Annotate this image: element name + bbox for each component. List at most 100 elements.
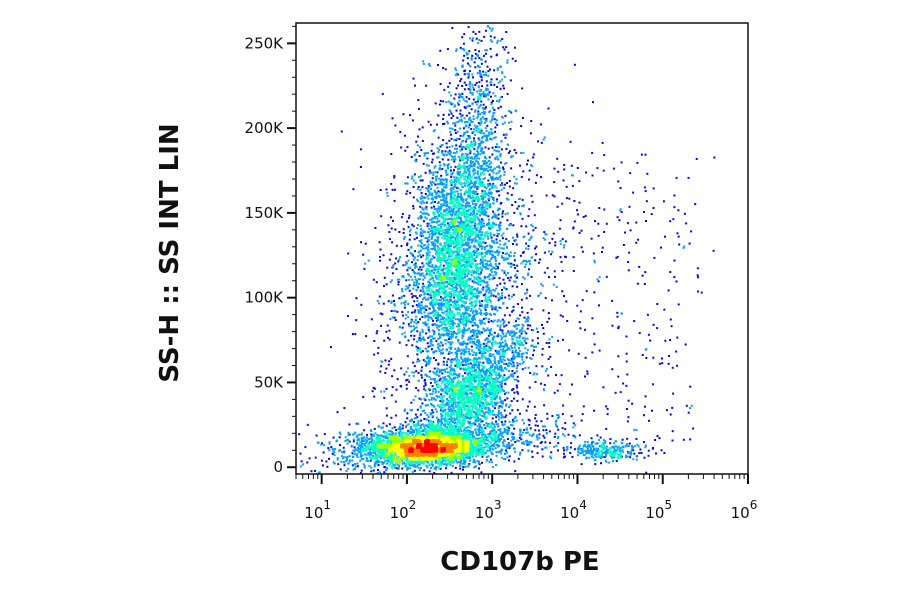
event-dot	[510, 363, 513, 366]
event-dot	[401, 311, 404, 313]
event-dot	[418, 107, 420, 110]
event-dot	[398, 465, 401, 468]
event-dot	[510, 265, 513, 268]
event-dot	[493, 240, 495, 243]
event-dot	[463, 33, 466, 36]
event-dot	[476, 324, 479, 327]
event-dot	[432, 310, 435, 313]
event-dot	[383, 390, 386, 393]
event-dot	[544, 297, 547, 300]
event-dot	[483, 248, 486, 251]
event-dot	[435, 394, 438, 397]
event-dot	[410, 319, 413, 322]
event-dot	[469, 388, 472, 391]
event-dot	[370, 318, 373, 321]
event-dot	[565, 197, 568, 200]
event-dot	[422, 162, 425, 165]
event-dot	[480, 147, 483, 150]
event-dot	[462, 342, 465, 345]
event-dot	[487, 70, 490, 73]
event-dot	[521, 306, 523, 309]
event-dot	[510, 295, 513, 298]
event-dot	[437, 220, 440, 223]
event-dot	[381, 426, 384, 429]
event-dot	[424, 304, 427, 307]
event-dot	[457, 103, 460, 106]
event-dot	[440, 368, 443, 371]
event-dot	[436, 317, 439, 320]
event-dot	[669, 413, 672, 416]
event-dot	[696, 267, 699, 270]
event-dot	[508, 279, 511, 282]
event-dot	[466, 372, 469, 375]
event-dot	[520, 328, 523, 331]
event-dot	[463, 332, 466, 335]
event-dot	[506, 451, 509, 454]
event-dot	[677, 235, 680, 238]
event-dot	[370, 441, 373, 443]
event-dot	[411, 223, 414, 226]
event-dot	[421, 434, 424, 437]
event-dot	[482, 342, 485, 345]
event-dot	[525, 291, 528, 294]
event-dot	[614, 391, 617, 394]
event-dot	[500, 380, 503, 383]
event-dot	[427, 214, 430, 217]
event-dot	[428, 194, 431, 196]
event-dot	[620, 161, 623, 164]
event-dot	[471, 354, 474, 356]
event-dot	[359, 451, 362, 454]
event-dot	[559, 242, 562, 245]
event-dot	[558, 227, 561, 230]
event-dot	[521, 442, 523, 445]
event-dot	[470, 265, 473, 268]
event-dot	[481, 93, 484, 95]
event-dot	[418, 469, 421, 471]
event-dot	[529, 427, 532, 430]
event-dot	[482, 328, 485, 330]
event-dot	[510, 155, 513, 158]
event-dot	[440, 388, 443, 391]
event-dot	[503, 427, 506, 430]
event-dot	[473, 314, 475, 317]
event-dot	[605, 460, 608, 463]
event-dot	[673, 276, 676, 279]
event-dot	[428, 239, 431, 242]
event-dot	[479, 277, 482, 280]
event-dot	[471, 165, 474, 168]
event-dot	[412, 179, 415, 182]
event-dot	[474, 109, 477, 112]
event-dot	[454, 122, 457, 125]
event-dot	[503, 438, 506, 441]
event-dot	[472, 411, 475, 414]
event-dot	[409, 420, 412, 423]
event-dot	[447, 423, 450, 426]
event-dot	[400, 287, 403, 290]
event-dot	[308, 457, 311, 460]
event-dot	[481, 152, 484, 155]
event-dot	[414, 278, 417, 281]
event-dot	[441, 151, 443, 154]
event-dot	[423, 212, 426, 215]
event-dot	[478, 429, 481, 431]
event-dot	[603, 154, 606, 157]
event-dot	[479, 273, 482, 276]
event-dot	[455, 139, 458, 142]
event-dot	[496, 402, 499, 405]
event-dot	[554, 420, 557, 423]
event-dot	[485, 49, 488, 52]
event-dot	[441, 249, 444, 252]
event-dot	[516, 399, 519, 402]
event-dot	[422, 338, 425, 340]
event-dot	[592, 252, 595, 255]
event-dot	[633, 320, 636, 323]
event-dot	[437, 151, 440, 153]
event-dot	[406, 468, 409, 471]
event-dot	[522, 352, 525, 355]
event-dot	[504, 429, 507, 432]
event-dot	[523, 277, 526, 280]
event-dot	[430, 396, 433, 399]
event-dot	[498, 229, 501, 232]
event-dot	[594, 463, 597, 466]
event-dot	[501, 292, 503, 295]
